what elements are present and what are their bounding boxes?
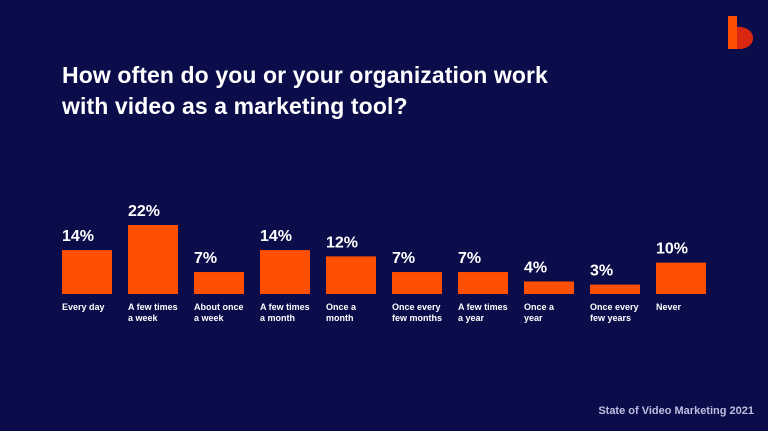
category-label-8-line-1: Once a <box>524 302 555 312</box>
category-label-5: Once a month <box>326 302 390 324</box>
value-label-2: 22% <box>128 203 160 220</box>
category-label-3-line-1: About once <box>194 302 244 312</box>
value-label-7: 7% <box>458 250 481 267</box>
category-label-9: Once every few years <box>590 302 654 324</box>
value-label-10: 10% <box>656 241 688 258</box>
value-label-6: 7% <box>392 250 415 267</box>
category-label-2-line-1: A few times <box>128 302 178 312</box>
category-label-1: Every day <box>62 302 126 313</box>
category-label-5-line-1: Once a <box>326 302 357 312</box>
category-label-7: A few times a year <box>458 302 522 324</box>
value-label-1: 14% <box>62 228 94 245</box>
category-label-9-line-2: few years <box>590 313 632 323</box>
chart-title: How often do you or your organization wo… <box>62 60 622 122</box>
category-label-5-line-2: month <box>326 313 354 323</box>
bar-1 <box>62 250 112 294</box>
category-label-2-line-2: a week <box>128 313 158 323</box>
category-label-4-line-1: A few times <box>260 302 310 312</box>
footer-source: State of Video Marketing 2021 <box>598 405 754 417</box>
category-label-3: About once a week <box>194 302 258 324</box>
value-label-4: 14% <box>260 228 292 245</box>
category-label-2: A few times a week <box>128 302 192 324</box>
category-label-4: A few times a month <box>260 302 324 324</box>
category-label-10: Never <box>656 302 720 313</box>
bar-7 <box>458 272 508 294</box>
bar-3 <box>194 272 244 294</box>
value-label-8: 4% <box>524 259 547 276</box>
category-label-6-line-1: Once every <box>392 302 441 312</box>
category-label-7-line-1: A few times <box>458 302 508 312</box>
chart-title-line-1: How often do you or your organization wo… <box>62 62 548 88</box>
category-label-3-line-2: a week <box>194 313 224 323</box>
value-label-3: 7% <box>194 250 217 267</box>
category-label-7-line-2: a year <box>458 313 485 323</box>
bar-5 <box>326 256 376 294</box>
category-label-8-line-2: year <box>524 313 543 323</box>
category-label-8: Once a year <box>524 302 588 324</box>
bar-4 <box>260 250 310 294</box>
bar-9 <box>590 284 640 294</box>
category-label-6: Once every few months <box>392 302 456 324</box>
chart-title-line-2: with video as a marketing tool? <box>62 93 408 119</box>
b-logo-icon <box>728 16 753 49</box>
bar-2 <box>128 225 178 294</box>
category-label-6-line-2: few months <box>392 313 443 323</box>
category-label-10-line-1: Never <box>656 302 682 312</box>
bar-8 <box>524 281 574 294</box>
category-label-4-line-2: a month <box>260 313 295 323</box>
category-label-1-line-1: Every day <box>62 302 105 312</box>
value-label-9: 3% <box>590 263 613 280</box>
category-label-9-line-1: Once every <box>590 302 639 312</box>
bar-6 <box>392 272 442 294</box>
value-label-5: 12% <box>326 234 358 251</box>
bar-10 <box>656 262 706 294</box>
